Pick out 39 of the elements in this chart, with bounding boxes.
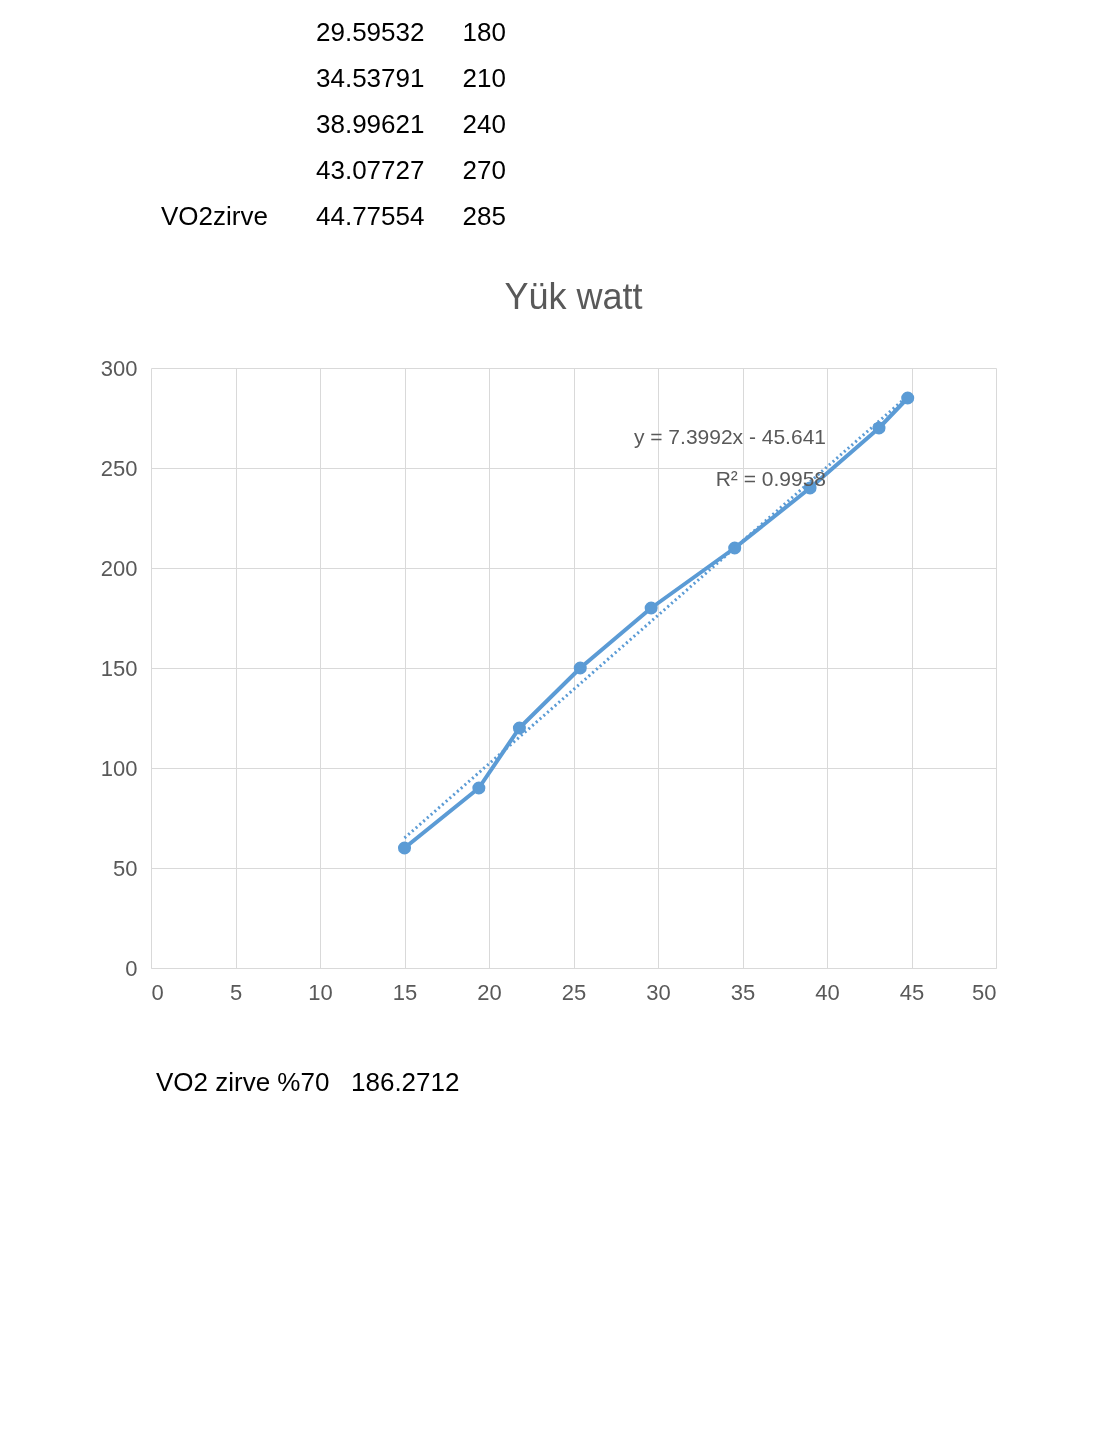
- x-tick-label: 5: [229, 979, 243, 1005]
- point: [472, 781, 486, 795]
- x-tick-label: 45: [899, 979, 925, 1005]
- text: VO2zirve: [161, 201, 268, 231]
- x-tick-label: 25: [561, 979, 587, 1005]
- point: [397, 841, 412, 855]
- x-tick-label: 15: [392, 979, 418, 1005]
- y-tick-label: 150: [100, 655, 138, 681]
- y-tick-label: 50: [113, 855, 138, 881]
- y-tick-label: 100: [100, 755, 138, 781]
- text: 34.53791: [316, 63, 425, 93]
- text: 44.77554: [316, 201, 425, 231]
- x-tick-label: 50: [972, 979, 997, 1005]
- text: 285: [462, 201, 506, 231]
- text: 43.07727: [316, 155, 425, 185]
- x-tick-label: 10: [308, 979, 333, 1005]
- annotation: y = 7.3992x - 45.641: [633, 425, 826, 448]
- point: [512, 721, 526, 735]
- text: 38.99621: [316, 109, 425, 139]
- y-tick-label: 250: [100, 455, 138, 481]
- text: 240: [462, 109, 506, 139]
- x-tick-label: 20: [477, 979, 502, 1005]
- x-tick-label: 30: [646, 979, 671, 1005]
- text: VO2 zirve %70: [156, 1067, 330, 1097]
- y-tick-label: 200: [100, 555, 138, 581]
- x-tick-label: 0: [151, 979, 164, 1005]
- text: 186.2712: [351, 1067, 460, 1097]
- text: 29.59532: [316, 17, 425, 47]
- point: [644, 601, 658, 615]
- x-tick-label: 35: [730, 979, 756, 1005]
- point: [901, 391, 915, 405]
- text: 270: [462, 155, 506, 185]
- point: [573, 661, 587, 675]
- y-tick-label: 300: [100, 355, 138, 381]
- chart-title: Yük watt: [504, 276, 643, 317]
- y-tick-label: 0: [125, 955, 138, 981]
- text: 210: [462, 63, 506, 93]
- x-tick-label: 40: [815, 979, 840, 1005]
- text: 180: [462, 17, 506, 47]
